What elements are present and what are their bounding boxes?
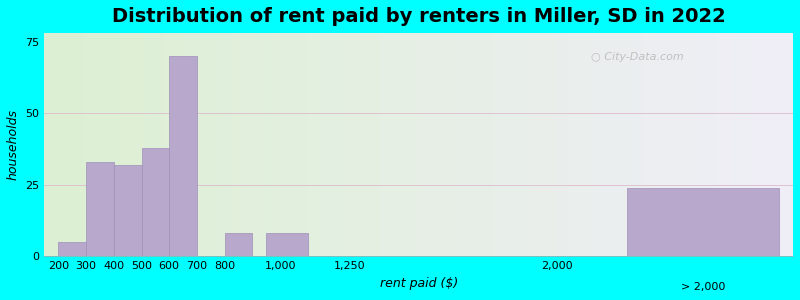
X-axis label: rent paid ($): rent paid ($) (380, 277, 458, 290)
Bar (142, 148, 170, 256)
Bar (58, 242, 86, 256)
Title: Distribution of rent paid by renters in Miller, SD in 2022: Distribution of rent paid by renters in … (112, 7, 726, 26)
Bar (225, 233, 253, 256)
Text: > 2,000: > 2,000 (681, 282, 725, 292)
Bar (114, 165, 142, 256)
Y-axis label: households: households (7, 109, 20, 180)
Text: ○ City-Data.com: ○ City-Data.com (591, 52, 684, 62)
Bar (170, 56, 197, 256)
Bar (626, 188, 779, 256)
Bar (86, 162, 114, 256)
Bar (266, 233, 308, 256)
